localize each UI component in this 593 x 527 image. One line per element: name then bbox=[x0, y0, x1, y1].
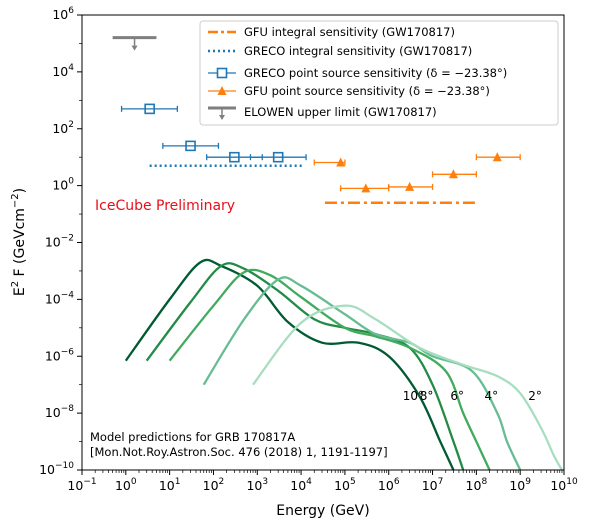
x-tick-label: 109 bbox=[509, 477, 531, 493]
x-tick-label: 105 bbox=[334, 477, 356, 493]
plot-frame bbox=[81, 14, 565, 471]
x-tick-label: 100 bbox=[115, 477, 137, 493]
angle-label: 8° bbox=[420, 389, 434, 403]
y-axis-title-sup2: −2 bbox=[10, 193, 21, 208]
legend-markers bbox=[208, 30, 236, 120]
preliminary-label: IceCube Preliminary bbox=[95, 198, 235, 214]
x-axis-title: Energy (GeV) bbox=[276, 503, 369, 519]
elowen-upper-limit bbox=[112, 36, 157, 51]
data-point bbox=[336, 157, 346, 167]
y-axis-title-post: ) bbox=[12, 188, 28, 193]
legend-marker-greco-square bbox=[216, 67, 228, 79]
angle-label: 6° bbox=[450, 389, 464, 403]
y-tick-label: 10−6 bbox=[45, 347, 74, 363]
model-annotation-line-2: [Mon.Not.Roy.Astron.Soc. 476 (2018) 1, 1… bbox=[90, 445, 388, 459]
data-point bbox=[448, 169, 458, 179]
legend-label-elowen: ELOWEN upper limit (GW170817) bbox=[244, 105, 437, 119]
legend-box bbox=[199, 20, 559, 126]
data-point bbox=[492, 152, 502, 162]
elowen-arrow bbox=[131, 45, 138, 51]
y-tick-label: 10−2 bbox=[45, 234, 74, 250]
data-point bbox=[144, 103, 155, 115]
legend: GFU integral sensitivity (GW170817) GREC… bbox=[199, 20, 559, 126]
model-line-6° bbox=[168, 268, 491, 471]
data-point bbox=[361, 183, 371, 193]
data-point bbox=[405, 181, 415, 191]
x-tick-label: 103 bbox=[246, 477, 268, 493]
greco-point-sensitivity bbox=[120, 103, 307, 163]
x-tick-label: 1010 bbox=[550, 477, 578, 493]
y-axis-title-pre: E bbox=[12, 287, 28, 296]
y-tick-label: 10−8 bbox=[45, 404, 74, 420]
angle-label: 10° bbox=[403, 389, 424, 403]
y-tick-label: 102 bbox=[52, 120, 74, 136]
y-tick-label: 104 bbox=[52, 63, 74, 79]
legend-label-greco-integral: GRECO integral sensitivity (GW170817) bbox=[244, 44, 472, 58]
y-tick-label: 10−4 bbox=[45, 290, 74, 306]
angle-label: 2° bbox=[528, 389, 542, 403]
x-tick-label: 10−1 bbox=[67, 477, 96, 493]
data-point bbox=[185, 140, 196, 152]
angle-labels: 10°8° 6° 4° 2° bbox=[403, 389, 542, 403]
gfu-point-sensitivity bbox=[313, 152, 521, 193]
axis-ticks: 10−1 100 101 102 103 104 105 106 107 108 109 1010 10… bbox=[39, 6, 578, 493]
x-tick-label: 104 bbox=[290, 477, 312, 493]
legend-label-greco-point: GRECO point source sensitivity (δ = −23.… bbox=[244, 66, 507, 80]
y-axis-title-sup: 2 bbox=[10, 281, 21, 287]
x-tick-label: 108 bbox=[466, 477, 488, 493]
x-tick-label: 107 bbox=[422, 477, 444, 493]
model-annotation-line-1: Model predictions for GRB 170817A bbox=[90, 430, 295, 444]
model-line-2° bbox=[252, 304, 563, 471]
legend-label-gfu-integral: GFU integral sensitivity (GW170817) bbox=[244, 25, 455, 39]
model-line-4° bbox=[202, 276, 522, 471]
integral-sensitivity-lines bbox=[149, 164, 477, 204]
y-axis-title-mid: F (GeVcm bbox=[12, 208, 28, 281]
x-tick-label: 106 bbox=[378, 477, 400, 493]
legend-label-gfu-point: GFU point source sensitivity (δ = −23.38… bbox=[244, 84, 490, 98]
legend-marker-elowen-arrow bbox=[219, 115, 225, 120]
data-point bbox=[272, 151, 284, 163]
angle-label: 4° bbox=[484, 389, 498, 403]
y-tick-label: 100 bbox=[52, 177, 74, 193]
model-prediction-lines bbox=[124, 258, 563, 471]
model-line-8° bbox=[145, 262, 465, 471]
y-tick-label: 106 bbox=[52, 6, 74, 22]
y-axis-title: E2 F (GeVcm−2) bbox=[10, 188, 28, 296]
x-tick-label: 102 bbox=[203, 477, 225, 493]
model-line-10° bbox=[124, 258, 455, 471]
data-point bbox=[229, 151, 240, 163]
x-tick-label: 101 bbox=[159, 477, 181, 493]
legend-marker-gfu-triangle bbox=[217, 86, 227, 95]
y-tick-label: 10−10 bbox=[39, 461, 74, 477]
